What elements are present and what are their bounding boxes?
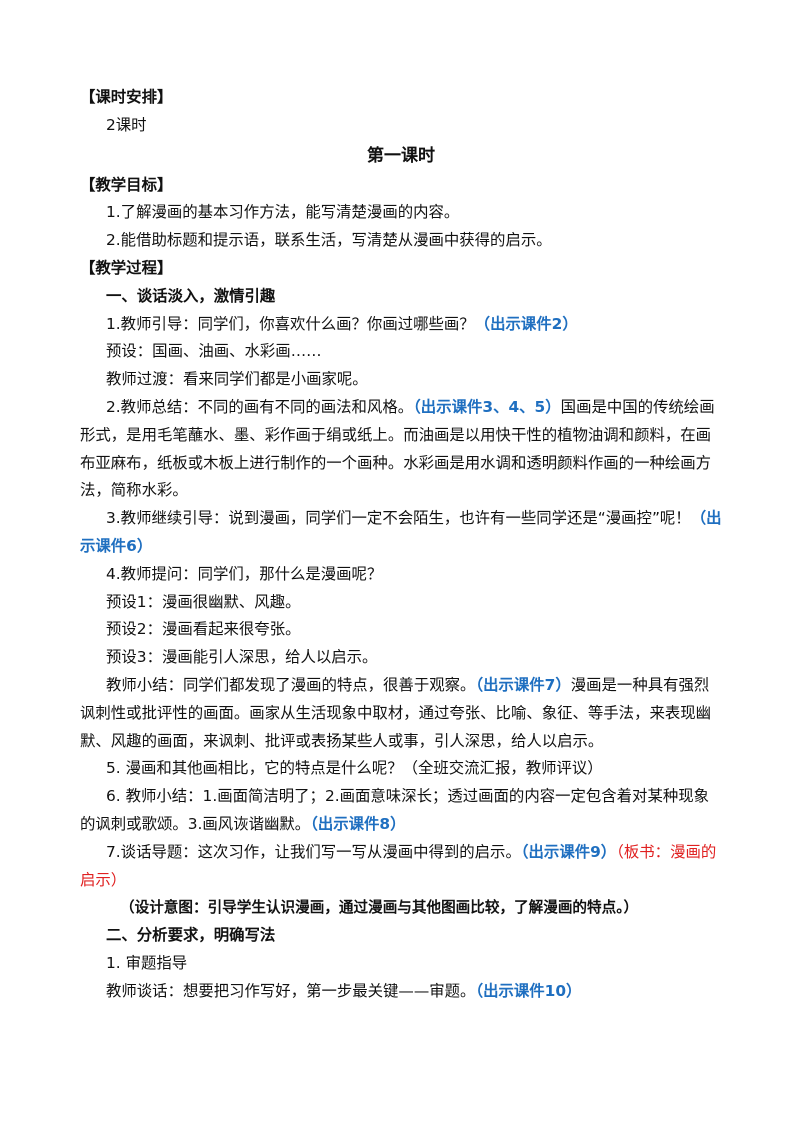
paragraph-body: 教师小结：同学们都发现了漫画的特点，很善于观察。（出示课件7）漫画是一种具有强烈… bbox=[80, 672, 722, 755]
text-run: 【教学目标】 bbox=[80, 175, 173, 194]
text-run: 3.教师继续引导：说到漫画，同学们一定不会陌生，也许有一些同学还是“漫画控”呢！ bbox=[106, 509, 691, 528]
paragraph-body: 预设2：漫画看起来很夸张。 bbox=[80, 616, 722, 644]
paragraph-subheading: 二、分析要求，明确写法 bbox=[80, 922, 722, 950]
text-run: 6. 教师小结：1.画面简洁明了；2.画面意味深长；透过画面的内容一定包含着对某… bbox=[80, 787, 710, 833]
paragraph-heading: 【教学目标】 bbox=[80, 172, 722, 200]
paragraph-body: 6. 教师小结：1.画面简洁明了；2.画面意味深长；透过画面的内容一定包含着对某… bbox=[80, 783, 722, 839]
paragraph-body: 2.教师总结：不同的画有不同的画法和风格。（出示课件3、4、5）国画是中国的传统… bbox=[80, 394, 722, 505]
text-run: （出示课件10） bbox=[475, 981, 582, 1000]
paragraph-body: 1.教师引导：同学们，你喜欢什么画？你画过哪些画？（出示课件2） bbox=[80, 311, 722, 339]
text-run: 1. 审题指导 bbox=[106, 953, 188, 972]
text-run: 国画是中国的传统绘画形式，是用毛笔蘸水、墨、彩作画于绢或纸上。而油画是以用快干性… bbox=[80, 397, 715, 500]
text-run: 5. 漫画和其他画相比，它的特点是什么呢？（全班交流汇报，教师评议） bbox=[106, 759, 603, 778]
text-run: 漫画是一种具有强烈讽刺性或批评性的画面。画家从生活现象中取材，通过夸张、比喻、象… bbox=[80, 675, 712, 750]
text-run: 2课时 bbox=[106, 115, 147, 134]
text-run: 第一课时 bbox=[367, 145, 435, 166]
paragraph-body: 4.教师提问：同学们，那什么是漫画呢？ bbox=[80, 561, 722, 589]
text-run: 教师谈话：想要把习作写好，第一步最关键——审题。 bbox=[106, 981, 476, 1000]
text-run: 2.能借助标题和提示语，联系生活，写清楚从漫画中获得的启示。 bbox=[106, 231, 552, 250]
text-run: 预设：国画、油画、水彩画…… bbox=[106, 342, 322, 361]
text-run: 7.谈话导题：这次习作，让我们写一写从漫画中得到的启示。 bbox=[106, 842, 521, 861]
text-run: 1.教师引导：同学们，你喜欢什么画？你画过哪些画？ bbox=[106, 314, 475, 333]
text-run: 预设2：漫画看起来很夸张。 bbox=[106, 620, 301, 639]
text-run: 1.了解漫画的基本习作方法，能写清楚漫画的内容。 bbox=[106, 203, 460, 222]
paragraph-body: 预设3：漫画能引人深思，给人以启示。 bbox=[80, 644, 722, 672]
text-run: 预设3：漫画能引人深思，给人以启示。 bbox=[106, 648, 378, 667]
text-run: 预设1：漫画很幽默、风趣。 bbox=[106, 592, 301, 611]
text-run: 教师过渡：看来同学们都是小画家呢。 bbox=[106, 370, 368, 389]
paragraph-heading: 【教学过程】 bbox=[80, 255, 722, 283]
paragraph-body: 1.了解漫画的基本习作方法，能写清楚漫画的内容。 bbox=[80, 199, 722, 227]
paragraph-title: 第一课时 bbox=[80, 140, 722, 172]
text-run: 【教学过程】 bbox=[80, 258, 173, 277]
text-run: 教师小结：同学们都发现了漫画的特点，很善于观察。 bbox=[106, 675, 476, 694]
text-run: （设计意图：引导学生认识漫画，通过漫画与其他图画比较，了解漫画的特点。） bbox=[120, 899, 639, 917]
text-run: （出示课件8） bbox=[310, 814, 406, 833]
paragraph-heading: 【课时安排】 bbox=[80, 84, 722, 112]
paragraph-body: 2课时 bbox=[80, 112, 722, 140]
text-run: （板书：漫画的启示） bbox=[80, 842, 717, 889]
paragraph-body: 5. 漫画和其他画相比，它的特点是什么呢？（全班交流汇报，教师评议） bbox=[80, 755, 722, 783]
paragraph-body: 教师谈话：想要把习作写好，第一步最关键——审题。（出示课件10） bbox=[80, 978, 722, 1006]
paragraph-body: 7.谈话导题：这次习作，让我们写一写从漫画中得到的启示。（出示课件9）（板书：漫… bbox=[80, 839, 722, 895]
paragraph-body: 预设：国画、油画、水彩画…… bbox=[80, 338, 722, 366]
paragraph-body: 预设1：漫画很幽默、风趣。 bbox=[80, 589, 722, 617]
paragraph-subheading: 一、谈话淡入，激情引趣 bbox=[80, 283, 722, 311]
paragraph-body: 3.教师继续引导：说到漫画，同学们一定不会陌生，也许有一些同学还是“漫画控”呢！… bbox=[80, 505, 722, 561]
paragraph-note: （设计意图：引导学生认识漫画，通过漫画与其他图画比较，了解漫画的特点。） bbox=[80, 894, 722, 922]
paragraph-body: 教师过渡：看来同学们都是小画家呢。 bbox=[80, 366, 722, 394]
text-run: 一、谈话淡入，激情引趣 bbox=[106, 286, 276, 305]
text-run: 2.教师总结：不同的画有不同的画法和风格。 bbox=[106, 397, 414, 416]
paragraph-body: 2.能借助标题和提示语，联系生活，写清楚从漫画中获得的启示。 bbox=[80, 227, 722, 255]
text-run: （出示课件7） bbox=[475, 675, 571, 694]
text-run: （出示课件9） bbox=[520, 842, 617, 861]
text-run: （出示课件2） bbox=[474, 314, 578, 333]
text-run: 二、分析要求，明确写法 bbox=[106, 926, 276, 945]
paragraph-body: 1. 审题指导 bbox=[80, 950, 722, 978]
text-run: （出示课件3、4、5） bbox=[413, 397, 561, 416]
text-run: 【课时安排】 bbox=[80, 88, 173, 106]
text-run: （出示课件6） bbox=[80, 509, 722, 555]
text-run: 4.教师提问：同学们，那什么是漫画呢？ bbox=[106, 564, 383, 583]
